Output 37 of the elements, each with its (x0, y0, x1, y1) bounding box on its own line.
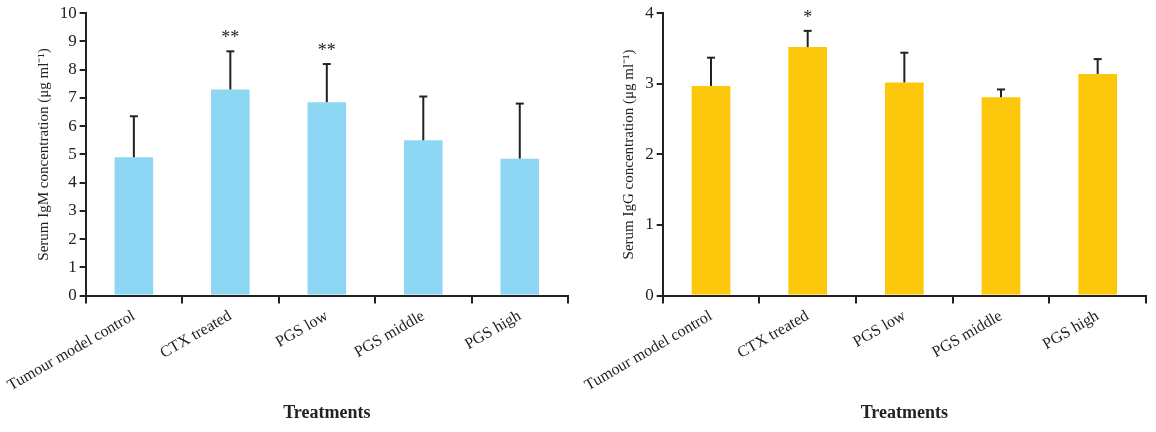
bar (403, 140, 443, 295)
y-tick-label: 0 (645, 285, 654, 305)
bar (691, 85, 731, 295)
x-axis-title: Treatments (860, 401, 948, 422)
y-axis-title: Serum IgG concentration (μg ml⁻¹) (620, 49, 638, 260)
y-tick-label: 4 (645, 2, 655, 22)
y-tick-label: 1 (645, 214, 654, 234)
bar (885, 82, 924, 295)
y-tick-label: 3 (645, 73, 654, 93)
bar (211, 89, 250, 295)
y-tick-label: 1 (68, 256, 77, 276)
annotation: ** (317, 39, 336, 60)
bar (788, 47, 828, 295)
y-tick-label: 4 (68, 172, 78, 192)
x-tick-label: PGS low (272, 306, 331, 350)
y-tick-label: 5 (68, 143, 77, 163)
y-tick-label: 2 (645, 143, 654, 163)
bar (114, 157, 154, 295)
x-tick-label: PGS high (1039, 306, 1102, 353)
y-tick-label: 8 (68, 59, 77, 79)
y-axis-title: Serum IgM concentration (μg ml⁻¹) (34, 48, 52, 261)
bar (500, 158, 540, 295)
y-tick-label: 2 (68, 228, 77, 248)
bar (981, 97, 1021, 295)
y-tick-label: 7 (68, 87, 78, 107)
y-tick-label: 6 (68, 115, 77, 135)
x-tick-label: PGS high (461, 306, 524, 353)
annotation: ** (221, 27, 240, 48)
y-tick-label: 9 (68, 30, 77, 50)
x-tick-label: PGS low (849, 306, 909, 350)
annotation: * (803, 6, 813, 27)
y-tick-label: 3 (68, 200, 77, 220)
bar (307, 102, 347, 295)
bar (1078, 73, 1117, 295)
x-axis-title: Treatments (283, 401, 371, 422)
y-tick-label: 0 (68, 285, 77, 305)
y-tick-label: 10 (59, 2, 77, 22)
